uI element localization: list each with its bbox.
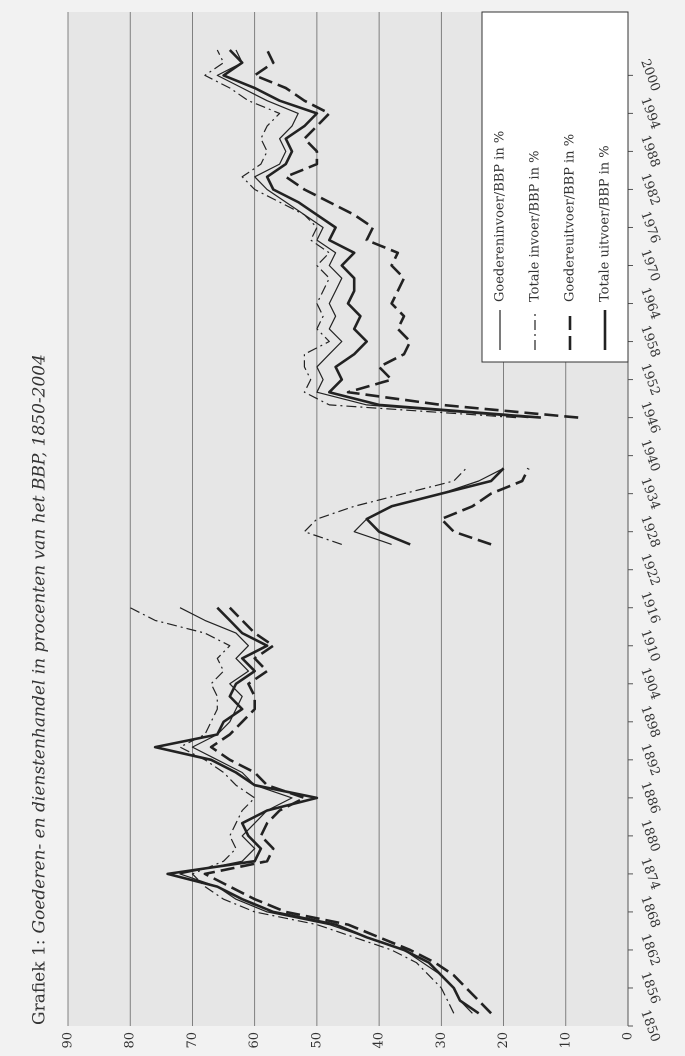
series-line — [153, 49, 542, 1015]
y-tick-label: 30 — [434, 1032, 449, 1049]
legend-box — [481, 11, 629, 363]
y-tick-label: 80 — [123, 1032, 138, 1049]
legend-label: Totale invoer/BBP in % — [528, 151, 543, 302]
y-tick-label: 90 — [61, 1032, 76, 1049]
y-tick-label: 70 — [185, 1032, 200, 1049]
y-tick-label: 0 — [621, 1032, 636, 1040]
y-tick-label: 40 — [372, 1032, 387, 1049]
chart-title-label: Grafiek 1: — [30, 940, 50, 1026]
legend-label: Goedereninvoer/BBP in % — [493, 131, 508, 302]
legend-label: Totale uitvoer/BBP in % — [598, 145, 613, 302]
series-line — [129, 49, 517, 1014]
y-tick-label: 60 — [247, 1032, 262, 1049]
chart-title: Goederen- en dienstenhandel in procenten… — [30, 354, 50, 933]
legend-label: Goedereuitvoer/BBP in % — [563, 134, 578, 302]
rotated-chart: Grafiek 1: Goederen- en dienstenhandel i… — [30, 11, 663, 1049]
y-tick-label: 50 — [309, 1032, 324, 1049]
series-line — [203, 49, 579, 1015]
y-tick-label: 20 — [496, 1032, 511, 1049]
y-tick-label: 10 — [558, 1032, 573, 1049]
